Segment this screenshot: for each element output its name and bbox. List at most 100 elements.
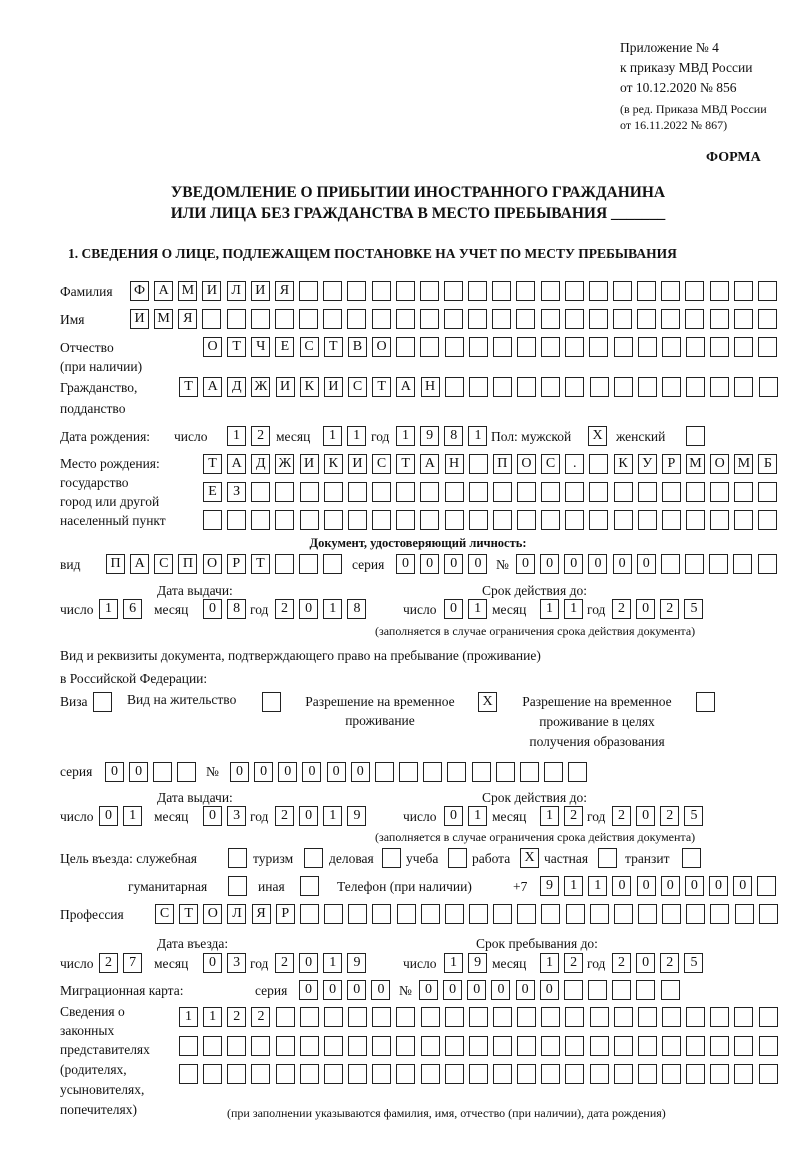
patronymic-cell[interactable] (468, 337, 488, 357)
reps-3-cell[interactable] (299, 1064, 319, 1084)
birthplace-2-cell[interactable] (589, 482, 609, 502)
trp-edu-cell[interactable] (696, 692, 715, 712)
patronymic-cell[interactable]: В (347, 337, 367, 357)
stay-number-cell[interactable]: 0 (230, 762, 249, 782)
birthplace-2-cell[interactable]: Е (203, 482, 222, 502)
stay-series-cell[interactable] (177, 762, 197, 782)
stay-valid-month-cell[interactable]: 1 (540, 806, 559, 826)
birthplace-2-cell[interactable] (323, 482, 343, 502)
id-number-cell[interactable] (660, 554, 680, 574)
citizenship-cell[interactable]: А (396, 377, 416, 397)
stay-valid-month-cell[interactable]: 2 (564, 806, 584, 826)
birthplace-1-cell[interactable]: Р (661, 454, 681, 474)
citizenship-cell[interactable] (565, 377, 585, 397)
birthplace-3-cell[interactable] (468, 510, 488, 530)
stay-issue-year-cell[interactable]: 9 (347, 806, 367, 826)
mig-number-cell[interactable]: 0 (491, 980, 511, 1000)
name-cell[interactable] (371, 309, 391, 329)
reps-2-cell[interactable] (686, 1036, 706, 1056)
id-valid-month-cell[interactable]: 1 (540, 599, 559, 619)
profession-cell[interactable]: Т (179, 904, 199, 924)
id-number-cell[interactable]: 0 (636, 554, 656, 574)
birthplace-3-cell[interactable] (420, 510, 440, 530)
id-issue-month-cell[interactable]: 0 (203, 599, 222, 619)
reps-3-cell[interactable] (517, 1064, 537, 1084)
stay-number-cell[interactable] (374, 762, 394, 782)
id-series-cell[interactable]: 0 (468, 554, 488, 574)
id-kind-cell[interactable]: Р (226, 554, 246, 574)
id-kind-cell[interactable] (323, 554, 343, 574)
citizenship-cell[interactable]: Т (372, 377, 392, 397)
profession-cell[interactable] (662, 904, 682, 924)
mig-number-cell[interactable]: 0 (515, 980, 535, 1000)
birthplace-1-cell[interactable]: Т (396, 454, 416, 474)
patronymic-cell[interactable]: Ч (251, 337, 271, 357)
purpose-other-cell[interactable] (300, 876, 319, 896)
stay-valid-year-cell[interactable]: 2 (612, 806, 631, 826)
surname-cell[interactable] (443, 281, 463, 301)
id-number-cell[interactable]: 0 (564, 554, 584, 574)
birthplace-1-cell[interactable]: П (492, 454, 512, 474)
reps-2-cell[interactable] (589, 1036, 609, 1056)
profession-cell[interactable]: О (203, 904, 223, 924)
profession-cell[interactable] (686, 904, 706, 924)
birthplace-2-cell[interactable] (661, 482, 681, 502)
birthplace-2-cell[interactable] (516, 482, 536, 502)
citizenship-cell[interactable]: Н (420, 377, 440, 397)
birthplace-2-cell[interactable] (613, 482, 633, 502)
reps-2-cell[interactable] (734, 1036, 754, 1056)
birthplace-3-cell[interactable] (444, 510, 464, 530)
reps-2-cell[interactable] (227, 1036, 247, 1056)
profession-cell[interactable]: Л (227, 904, 247, 924)
surname-cell[interactable] (323, 281, 343, 301)
patronymic-cell[interactable] (396, 337, 416, 357)
reps-3-cell[interactable] (565, 1064, 585, 1084)
surname-cell[interactable] (757, 281, 777, 301)
citizenship-cell[interactable]: А (203, 377, 223, 397)
surname-cell[interactable] (661, 281, 681, 301)
birthplace-3-cell[interactable] (372, 510, 392, 530)
id-valid-year-cell[interactable]: 2 (612, 599, 631, 619)
profession-cell[interactable] (589, 904, 609, 924)
patronymic-cell[interactable]: С (299, 337, 319, 357)
reps-3-cell[interactable] (758, 1064, 778, 1084)
reps-2-cell[interactable] (299, 1036, 319, 1056)
name-cell[interactable] (613, 309, 632, 329)
id-kind-cell[interactable]: А (130, 554, 150, 574)
citizenship-cell[interactable] (686, 377, 706, 397)
purpose-official-cell[interactable] (228, 848, 247, 868)
patronymic-cell[interactable] (686, 337, 705, 357)
purpose-business-cell[interactable] (382, 848, 401, 868)
birthplace-1-cell[interactable]: К (613, 454, 633, 474)
surname-cell[interactable] (709, 281, 729, 301)
surname-cell[interactable] (395, 281, 415, 301)
reps-3-cell[interactable] (179, 1064, 198, 1084)
birthplace-1-cell[interactable]: . (565, 454, 585, 474)
patronymic-cell[interactable]: Е (275, 337, 295, 357)
mig-number-cell[interactable] (563, 980, 583, 1000)
patronymic-cell[interactable] (516, 337, 536, 357)
reps-2-cell[interactable] (637, 1036, 657, 1056)
stay-issue-month-cell[interactable]: 3 (227, 806, 247, 826)
sex-male-cell[interactable]: X (588, 426, 607, 446)
birthplace-3-cell[interactable] (299, 510, 319, 530)
name-cell[interactable]: М (154, 309, 174, 329)
reps-2-cell[interactable] (275, 1036, 295, 1056)
citizenship-cell[interactable]: И (323, 377, 343, 397)
stay-number-cell[interactable] (447, 762, 467, 782)
birthplace-3-cell[interactable] (347, 510, 367, 530)
stay-number-cell[interactable] (399, 762, 419, 782)
reps-2-cell[interactable] (323, 1036, 343, 1056)
birthplace-2-cell[interactable] (758, 482, 778, 502)
stay-issue-day-cell[interactable]: 0 (99, 806, 118, 826)
entry-year-cell[interactable]: 0 (299, 953, 319, 973)
name-cell[interactable] (347, 309, 367, 329)
reps-1-cell[interactable]: 2 (251, 1007, 271, 1027)
entry-year-cell[interactable]: 9 (347, 953, 367, 973)
reps-3-cell[interactable] (227, 1064, 247, 1084)
stay-valid-year-cell[interactable]: 5 (684, 806, 704, 826)
phone-cell[interactable]: 9 (540, 876, 559, 896)
stay-number-cell[interactable] (423, 762, 443, 782)
stay-valid-day-cell[interactable]: 0 (444, 806, 463, 826)
id-valid-month-cell[interactable]: 1 (564, 599, 584, 619)
